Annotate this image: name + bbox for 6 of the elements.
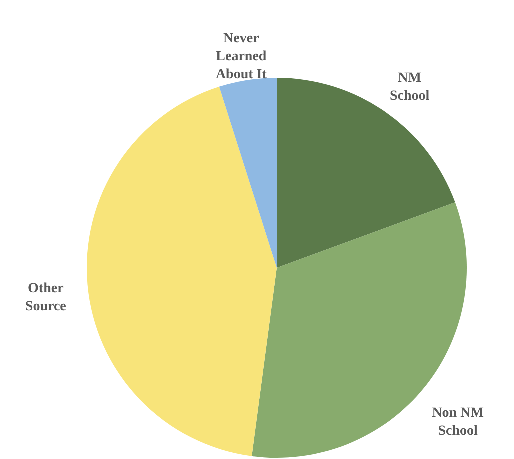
- slice-label: Never Learned About It: [216, 32, 268, 83]
- slice-label: Non NM School: [432, 406, 484, 440]
- pie-slice: [219, 78, 277, 268]
- slice-label: NM School: [390, 70, 430, 104]
- slice-label: Other Source: [25, 281, 66, 314]
- pie-slice: [87, 86, 277, 456]
